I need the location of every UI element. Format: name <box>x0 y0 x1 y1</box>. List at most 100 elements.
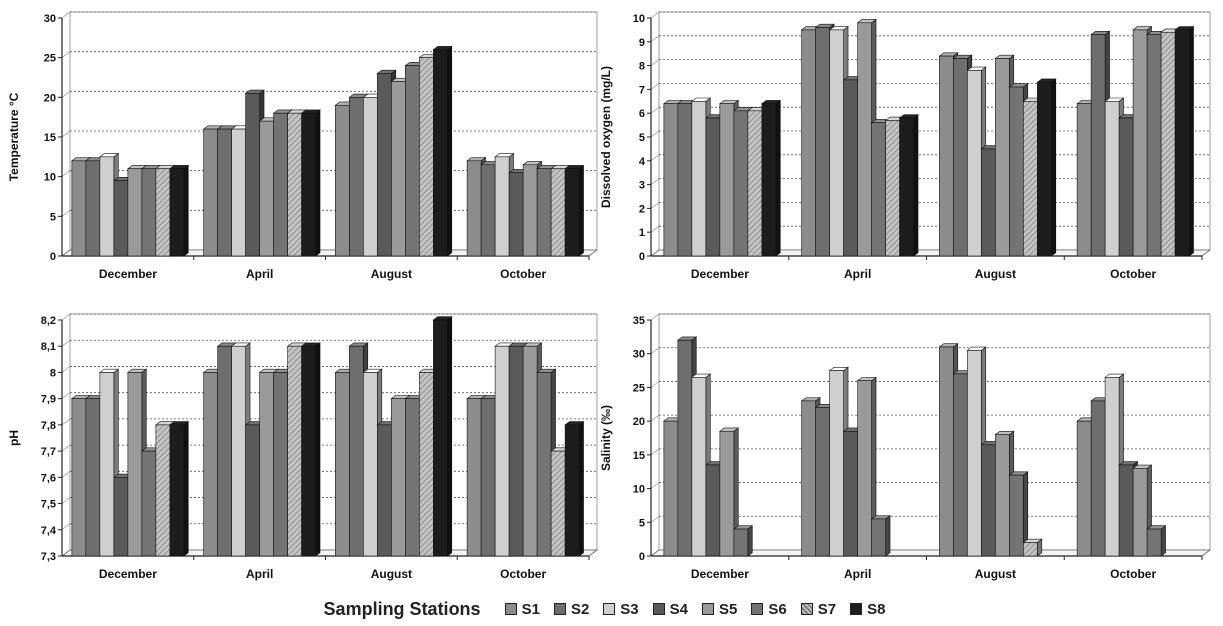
bar-front <box>433 49 448 257</box>
side-wall-line <box>61 313 71 321</box>
bar <box>870 515 891 557</box>
legend-item: S8 <box>850 601 885 618</box>
y-axis-label: pH <box>7 430 21 446</box>
bar-front <box>1009 86 1024 257</box>
bar-front <box>747 110 763 257</box>
bar-front <box>1118 117 1134 257</box>
bar-front <box>1174 29 1190 257</box>
bar <box>564 420 585 557</box>
bar-front <box>231 128 246 257</box>
bar-side <box>1188 26 1194 257</box>
bar-front <box>522 164 538 257</box>
bar-front <box>203 128 218 257</box>
bar-front <box>349 345 364 557</box>
bar-front <box>967 350 982 557</box>
y-tick-label: 0 <box>639 551 645 563</box>
bar-front <box>377 73 392 257</box>
bar-front <box>85 398 101 557</box>
bar-front <box>801 29 816 257</box>
bar-side <box>913 114 919 257</box>
bar-front <box>245 93 260 257</box>
bar-front <box>1037 81 1052 257</box>
legend-swatch <box>652 603 665 615</box>
bar-side <box>1160 525 1166 557</box>
y-tick-label: 25 <box>44 53 56 65</box>
bar-front <box>801 400 816 557</box>
bar-front <box>1146 34 1162 257</box>
bar-front <box>349 97 364 257</box>
bar-front <box>1090 400 1106 557</box>
dissolved-oxygen-chart: 0 1 2 3 4 5 6 7 8 9 10 Dissolved oxygen (mg/L) Decem… <box>599 11 1212 281</box>
bar-front <box>169 424 185 557</box>
bar <box>718 427 740 557</box>
side-wall-line <box>650 414 660 422</box>
y-tick-label: 7 <box>639 84 645 96</box>
x-tick-label: December <box>691 567 749 581</box>
y-tick-label: 7,7 <box>41 446 56 458</box>
legend-swatch <box>603 603 616 615</box>
bar-front <box>663 420 679 557</box>
y-tick-label: 7,6 <box>41 472 56 484</box>
bar-front <box>995 434 1010 557</box>
side-wall-line <box>650 482 660 489</box>
bar-front <box>1132 468 1148 557</box>
side-wall-line <box>61 392 71 399</box>
y-tick-label: 10 <box>44 172 56 184</box>
y-tick-label: 30 <box>44 13 56 25</box>
bar-front <box>301 112 316 257</box>
bar-front <box>939 55 954 257</box>
legend-label: S3 <box>620 600 639 618</box>
y-tick-label: 7,8 <box>41 420 56 432</box>
bar-front <box>494 156 510 257</box>
side-wall-line <box>61 339 71 347</box>
bar <box>856 376 877 557</box>
bar-front <box>335 372 350 557</box>
bar-front <box>663 103 679 257</box>
bar-front <box>1076 103 1092 257</box>
y-tick-label: 8 <box>639 61 645 73</box>
legend-item: S3 <box>603 600 639 618</box>
bar <box>432 316 453 557</box>
bar-front <box>231 345 246 557</box>
legend-label: S5 <box>719 600 738 618</box>
bar-front <box>829 370 844 557</box>
y-tick-label: 20 <box>44 92 56 104</box>
bar-front <box>522 345 538 557</box>
bar-front <box>273 372 288 557</box>
bar-front <box>287 112 302 257</box>
y-tick-label: 8,1 <box>41 341 56 353</box>
bar-front <box>363 372 378 557</box>
bar-front <box>363 97 378 257</box>
bar-front <box>259 372 274 557</box>
bar-front <box>480 164 496 257</box>
bar <box>168 164 190 257</box>
bar-front <box>536 168 552 257</box>
bar-front <box>857 22 872 257</box>
bar-front <box>155 168 171 257</box>
legend-label: S7 <box>817 600 837 618</box>
bar-front <box>829 29 844 257</box>
bar-side <box>747 525 753 557</box>
bar-front <box>419 57 434 257</box>
legend-label: S1 <box>521 600 540 618</box>
bar-front <box>335 104 350 257</box>
bar-front <box>508 345 524 557</box>
side-wall-line <box>650 154 660 162</box>
bar-front <box>536 372 552 557</box>
y-axis-label: Salinity (‰) <box>599 405 613 471</box>
bar-front <box>677 339 693 557</box>
bar-front <box>564 424 580 557</box>
ph-chart: 7,3 7,4 7,5 7,6 7,7 7,8 7,9 8 8,1 8,2 pH December Ap… <box>7 313 599 581</box>
legend-label: S6 <box>768 600 787 618</box>
x-tick-label: August <box>371 567 412 581</box>
bar-front <box>953 373 968 557</box>
legend-swatch <box>800 603 813 615</box>
bar-front <box>899 117 914 257</box>
bar-side <box>315 342 321 557</box>
y-tick-label: 0 <box>50 251 56 263</box>
bar-front <box>141 450 157 557</box>
bar-front <box>1090 34 1106 257</box>
y-tick-label: 1 <box>639 227 645 239</box>
y-tick-label: 7,4 <box>41 525 57 537</box>
